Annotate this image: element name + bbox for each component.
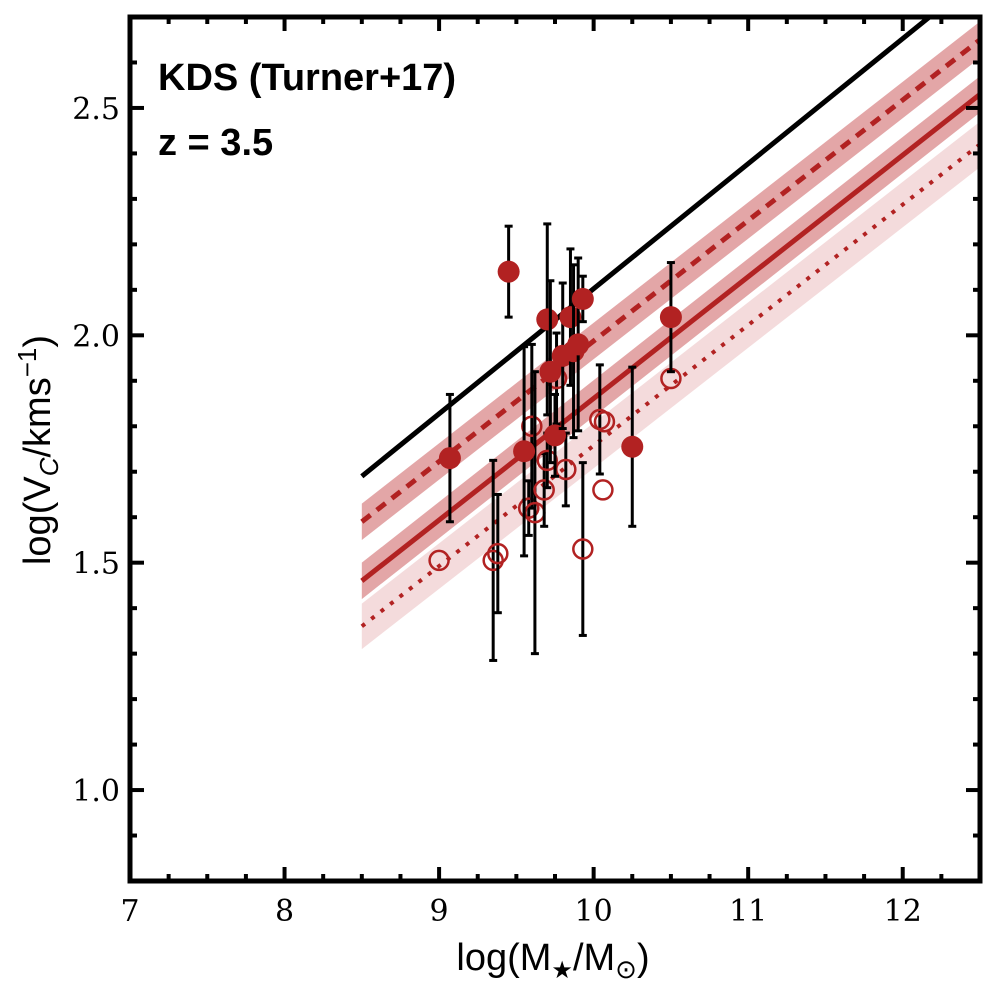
filled-point [513, 440, 536, 463]
x-tick-label: 11 [729, 894, 767, 929]
y-axis-title: log(VC/kms−1) [12, 335, 64, 565]
y-tick-label: 2.0 [72, 319, 120, 354]
filled-point [659, 306, 682, 329]
open-point [593, 410, 616, 433]
open-point [428, 549, 450, 572]
open-point [533, 479, 555, 501]
x-tick-label: 12 [884, 894, 922, 929]
filled-point [559, 306, 582, 329]
open-point [572, 538, 594, 560]
y-tick-label: 1.5 [72, 547, 120, 582]
x-tick-label: 8 [275, 894, 294, 929]
x-axis-title: log(M★/M⊙) [456, 937, 649, 984]
x-tick-label: 7 [120, 894, 139, 929]
filled-point [571, 287, 594, 310]
open-point [592, 479, 614, 501]
open-point [536, 449, 559, 472]
fit-dotted-band [361, 121, 980, 650]
annotation-survey: KDS (Turner+17) [158, 57, 456, 99]
filled-point [438, 447, 461, 470]
tick-labels: 7 8 9 10 11 12 1.0 1.5 2.0 2.5 [72, 92, 922, 929]
filled-point [497, 260, 520, 283]
filled-point [567, 333, 590, 356]
data-points [428, 222, 682, 662]
open-point [517, 497, 540, 519]
x-tick-label: 10 [575, 894, 613, 929]
reference-relation-line [360, 17, 934, 479]
open-point [487, 542, 509, 565]
annotation-redshift: z = 3.5 [158, 122, 273, 164]
plot-frame [127, 14, 983, 884]
y-tick-label: 1.0 [72, 774, 120, 809]
filled-point [536, 308, 559, 331]
filled-point [621, 435, 644, 458]
y-tick-label: 2.5 [72, 92, 120, 127]
fit-dashed-line [360, 37, 980, 524]
x-tick-label: 9 [430, 894, 449, 929]
open-point [521, 415, 543, 438]
filled-point [539, 360, 562, 383]
